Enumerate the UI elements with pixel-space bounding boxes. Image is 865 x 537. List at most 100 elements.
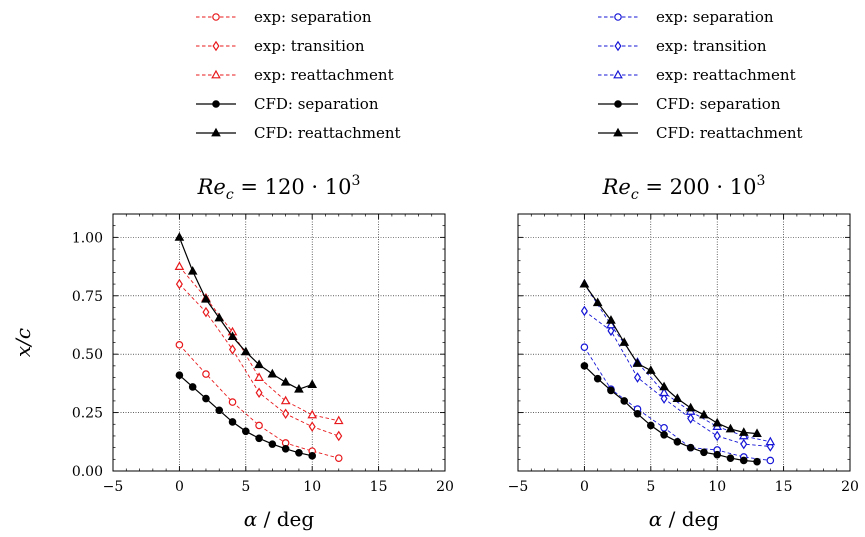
legend-marker [212, 13, 220, 21]
data-point [766, 456, 775, 465]
legend-label: exp: reattachment [254, 66, 394, 84]
data-point [765, 436, 776, 446]
legend-label: exp: transition [254, 37, 365, 55]
data-point [607, 325, 615, 337]
plot-frame [112, 213, 446, 472]
data-point [267, 368, 278, 378]
legend-item: exp: reattachment [196, 66, 394, 84]
data-point [660, 393, 668, 404]
x-tick-label: 5 [646, 479, 655, 495]
data-point [673, 437, 682, 446]
legend-item: exp: separation [196, 8, 372, 26]
data-point [699, 409, 709, 419]
series [174, 232, 318, 393]
data-point [645, 365, 656, 374]
data-point [281, 445, 290, 453]
data-point [739, 456, 748, 465]
y-tick-label: 0.00 [72, 464, 103, 480]
data-point [660, 430, 668, 439]
data-point [633, 372, 642, 383]
data-point [712, 417, 723, 427]
ticks [517, 214, 851, 472]
data-point [738, 427, 749, 436]
legend-item: exp: transition [598, 37, 767, 55]
series [175, 278, 343, 442]
data-point [580, 305, 588, 317]
legend-marker [613, 127, 623, 137]
data-point [633, 409, 642, 418]
data-point [687, 413, 695, 424]
data-point [228, 398, 237, 406]
legends: exp: separation exp: transition exp: reatt… [196, 8, 803, 142]
legend-label: CFD: separation [656, 95, 781, 113]
data-point [174, 232, 185, 241]
data-point [188, 383, 197, 391]
x-tick-label: 10 [708, 479, 726, 495]
data-point [202, 370, 210, 378]
data-point [685, 402, 696, 412]
data-point [726, 454, 735, 462]
panel-titles: Rec = 120 · 103 Rec = 200 · 103 [197, 173, 766, 203]
gridlines [518, 214, 850, 471]
legend-label: CFD: separation [254, 95, 379, 113]
legend-marker [211, 127, 221, 137]
x-tick-label: 10 [303, 479, 321, 495]
gridlines [113, 214, 445, 471]
legend-item: CFD: separation [196, 95, 379, 113]
series [580, 305, 774, 452]
data-point [175, 371, 184, 380]
data-point [280, 395, 291, 405]
data-point [672, 393, 683, 402]
data-point [659, 387, 669, 397]
x-tick-label: −5 [103, 479, 124, 495]
legend-marker [211, 69, 221, 79]
data-point [580, 343, 589, 351]
data-point [307, 379, 318, 388]
data-point [620, 397, 629, 405]
data-point [202, 394, 210, 403]
data-point [740, 438, 748, 450]
data-point [333, 415, 344, 425]
series-line [583, 365, 758, 463]
data-point [335, 430, 343, 442]
legend-item: CFD: separation [598, 95, 781, 113]
data-point [228, 418, 237, 426]
data-point [254, 359, 264, 369]
data-point [660, 423, 668, 432]
data-point [580, 362, 589, 370]
series [579, 278, 776, 446]
panel-title-2: Rec = 200 · 103 [602, 173, 766, 203]
data-point [254, 372, 264, 381]
data-point [725, 423, 736, 433]
plot-frame [517, 213, 851, 472]
data-point [202, 306, 210, 318]
x-tick-label: −5 [508, 479, 529, 495]
data-point [307, 409, 318, 419]
legend-marker [614, 13, 622, 21]
data-point [308, 421, 316, 432]
series-line [584, 310, 771, 447]
data-point [227, 331, 238, 341]
data-point [242, 427, 250, 436]
data-point [606, 315, 616, 324]
data-point [700, 448, 708, 457]
legend-label: exp: separation [656, 8, 774, 26]
x-tick-label: 20 [436, 479, 454, 495]
legend-marker [212, 100, 220, 108]
data-point [255, 387, 263, 399]
data-point [240, 346, 251, 356]
data-point [619, 337, 630, 346]
series-line [178, 237, 313, 390]
panel-title-1: Rec = 120 · 103 [197, 173, 361, 203]
legend-item: CFD: reattachment [196, 124, 401, 142]
data-point [646, 421, 655, 430]
plot-panels: −5 0 5 10 15 20 0.00 0.25 0.50 0.75 1.00 α / deg x/c… [11, 213, 859, 531]
x-tick-label: 15 [370, 479, 388, 495]
y-tick-label: 1.00 [72, 230, 103, 246]
legend-item: exp: reattachment [598, 66, 796, 84]
data-point [201, 294, 211, 303]
series-line [584, 283, 771, 443]
data-point [593, 374, 602, 383]
data-point [659, 381, 669, 391]
